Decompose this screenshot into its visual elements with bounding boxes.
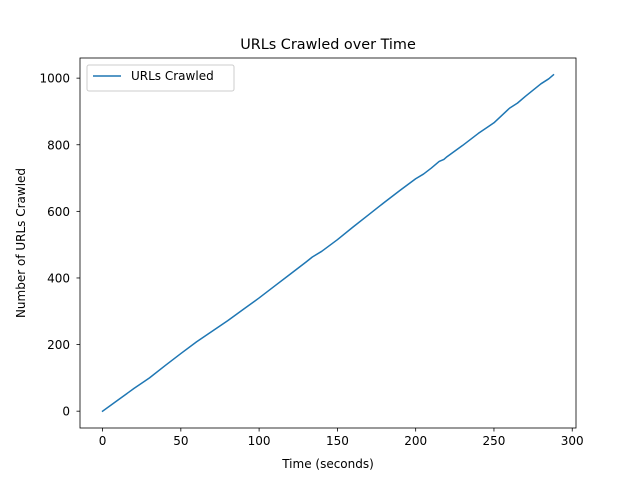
- y-axis-label: Number of URLs Crawled: [14, 168, 28, 318]
- x-tick-label: 200: [404, 434, 427, 448]
- x-tick-label: 100: [248, 434, 271, 448]
- x-tick-label: 300: [561, 434, 584, 448]
- y-tick-label: 800: [47, 138, 70, 152]
- y-tick-label: 400: [47, 271, 70, 285]
- plot-frame: [79, 57, 577, 429]
- y-tick-label: 200: [47, 338, 70, 352]
- legend-box: [86, 64, 235, 92]
- legend: URLs Crawled: [86, 64, 235, 92]
- x-tick-label: 150: [326, 434, 349, 448]
- legend-label: URLs Crawled: [131, 69, 214, 83]
- y-tick-label: 600: [47, 205, 70, 219]
- x-axis-label: Time (seconds): [281, 457, 374, 471]
- x-tick-label: 50: [173, 434, 188, 448]
- ticks-layer: 0 50 100 150 200 250 300 0 200 400 600 800 1000: [39, 72, 583, 448]
- y-tick-label: 1000: [39, 72, 70, 86]
- x-tick-label: 0: [99, 434, 107, 448]
- x-tick-label: 250: [483, 434, 506, 448]
- chart-title: URLs Crawled over Time: [240, 37, 416, 53]
- y-tick-label: 0: [62, 405, 70, 419]
- series-line: [101, 73, 555, 413]
- series-layer: [101, 73, 555, 413]
